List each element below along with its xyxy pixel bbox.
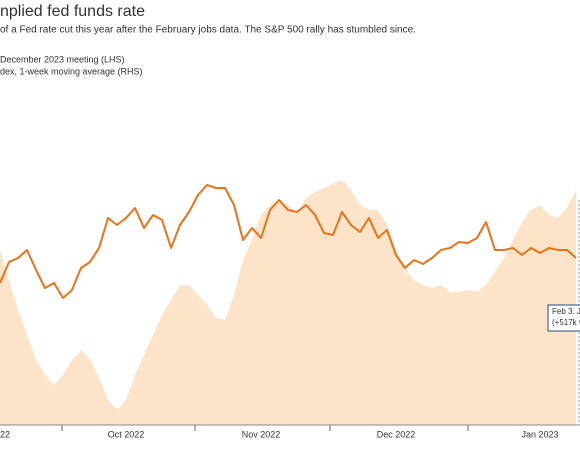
legend-label: dex, 1-week moving average (RHS)	[0, 66, 143, 76]
x-tick-label: Dec 2022	[377, 429, 416, 439]
chart-subtitle: of a Fed rate cut this year after the Fe…	[0, 25, 416, 36]
x-axis-ticks	[61, 425, 469, 431]
x-tick-label: 22	[0, 429, 10, 439]
annotation-text: Feb 3. Ja	[552, 307, 580, 316]
plot	[0, 180, 577, 425]
x-tick-label: Oct 2022	[108, 429, 145, 439]
legend-label: December 2023 meeting (LHS)	[0, 54, 125, 64]
x-tick-label: Nov 2022	[242, 429, 281, 439]
chart-title: nplied fed funds rate	[0, 3, 145, 20]
x-tick-label: Jan 2023	[521, 429, 558, 439]
line	[0, 184, 577, 299]
annotation-text: (+517k vs	[552, 318, 580, 327]
area	[0, 180, 576, 425]
annotation-box	[547, 304, 580, 332]
